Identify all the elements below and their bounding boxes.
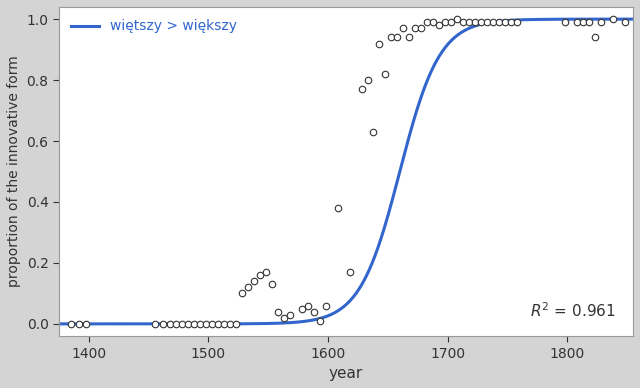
Point	[512, 19, 522, 25]
Point	[74, 321, 84, 327]
Point	[273, 308, 283, 315]
Point	[392, 34, 403, 40]
Point	[303, 303, 313, 309]
Point	[150, 321, 160, 327]
Point	[285, 312, 295, 318]
Point	[404, 34, 415, 40]
Point	[278, 315, 289, 321]
Point	[422, 19, 433, 25]
Point	[476, 19, 486, 25]
Point	[362, 77, 372, 83]
Point	[158, 321, 168, 327]
Point	[578, 19, 588, 25]
Point	[589, 34, 600, 40]
Point	[374, 40, 385, 47]
Point	[260, 269, 271, 275]
Point	[189, 321, 199, 327]
Point	[219, 321, 229, 327]
Point	[356, 86, 367, 92]
Point	[584, 19, 594, 25]
Point	[296, 306, 307, 312]
Point	[369, 129, 379, 135]
Point	[81, 321, 92, 327]
Point	[470, 19, 480, 25]
Point	[267, 281, 277, 288]
Point	[572, 19, 582, 25]
Point	[620, 19, 630, 25]
Point	[165, 321, 175, 327]
Point	[243, 284, 253, 291]
Point	[249, 278, 259, 284]
Y-axis label: proportion of the innovative form: proportion of the innovative form	[7, 55, 21, 288]
Point	[66, 321, 76, 327]
Point	[560, 19, 570, 25]
Point	[488, 19, 498, 25]
Point	[237, 290, 247, 296]
Point	[321, 303, 331, 309]
Point	[452, 16, 462, 22]
Text: $R^2$ = 0.961: $R^2$ = 0.961	[530, 301, 616, 320]
Point	[416, 25, 426, 31]
Point	[494, 19, 504, 25]
Point	[201, 321, 211, 327]
Point	[183, 321, 193, 327]
Point	[177, 321, 188, 327]
Point	[314, 318, 324, 324]
Point	[171, 321, 181, 327]
Point	[500, 19, 510, 25]
Point	[225, 321, 235, 327]
Point	[387, 34, 397, 40]
Point	[380, 71, 390, 77]
Point	[482, 19, 492, 25]
Point	[333, 205, 343, 211]
Point	[596, 19, 606, 25]
Point	[428, 19, 438, 25]
Point	[231, 321, 241, 327]
Point	[410, 25, 420, 31]
Point	[308, 308, 319, 315]
Point	[607, 16, 618, 22]
Point	[344, 269, 355, 275]
Point	[255, 272, 265, 278]
Point	[440, 19, 451, 25]
Point	[207, 321, 217, 327]
X-axis label: year: year	[329, 366, 363, 381]
Point	[446, 19, 456, 25]
Point	[506, 19, 516, 25]
Point	[398, 25, 408, 31]
Point	[195, 321, 205, 327]
Point	[464, 19, 474, 25]
Point	[434, 22, 444, 28]
Point	[458, 19, 468, 25]
Legend: więtszy > większy: więtszy > większy	[66, 14, 243, 39]
Point	[213, 321, 223, 327]
